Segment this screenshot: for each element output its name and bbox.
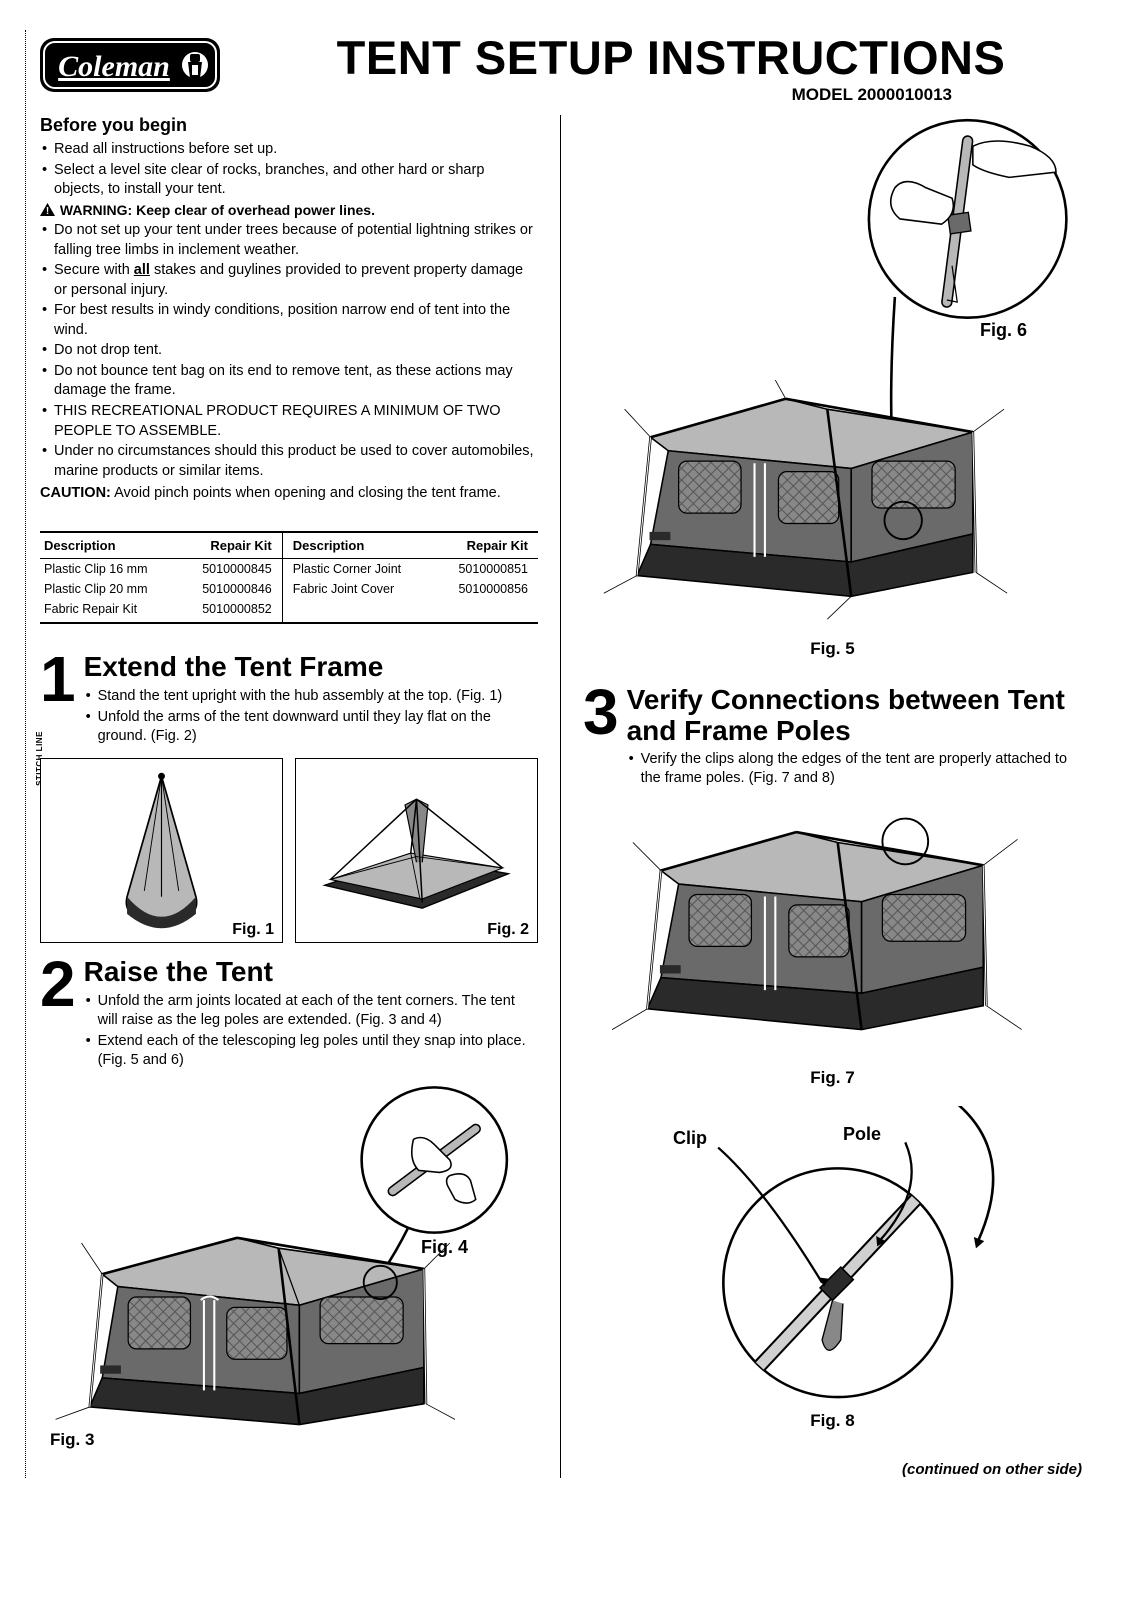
caution-text: Avoid pinch points when opening and clos… <box>111 485 501 501</box>
intro-item: Read all instructions before set up. <box>40 140 538 160</box>
figure-7: Fig. 7 <box>583 804 1082 1088</box>
before-heading: Before you begin <box>40 115 538 136</box>
td: Plastic Clip 20 mm <box>40 579 178 599</box>
step-item: Extend each of the telescoping leg poles… <box>84 1032 538 1070</box>
pole-label: Pole <box>843 1124 881 1145</box>
step-number: 2 <box>40 957 76 1011</box>
th: Repair Kit <box>434 532 538 559</box>
td <box>434 599 538 623</box>
stitch-line <box>25 30 26 1478</box>
intro-item: Secure with all stakes and guylines prov… <box>40 261 538 300</box>
svg-text:!: ! <box>46 206 49 216</box>
step-item: Stand the tent upright with the hub asse… <box>84 687 538 706</box>
td: 5010000845 <box>178 559 282 580</box>
step-list: Verify the clips along the edges of the … <box>627 750 1082 788</box>
page-title: TENT SETUP INSTRUCTIONS <box>260 30 1082 85</box>
header: Coleman TENT SETUP INSTRUCTIONS MODEL 20… <box>40 30 1082 105</box>
columns: Before you begin Read all instructions b… <box>40 115 1082 1478</box>
warning-text: WARNING: Keep clear of overhead power li… <box>60 202 375 218</box>
step-1: 1 Extend the Tent Frame Stand the tent u… <box>40 652 538 747</box>
intro-item: THIS RECREATIONAL PRODUCT REQUIRES A MIN… <box>40 402 538 441</box>
caution-line: CAUTION: Avoid pinch points when opening… <box>40 485 538 501</box>
step-item: Unfold the arms of the tent downward unt… <box>84 708 538 746</box>
intro-item: For best results in windy conditions, po… <box>40 301 538 340</box>
intro-list-2: Do not set up your tent under trees beca… <box>40 221 538 481</box>
td <box>282 599 434 623</box>
step-title: Extend the Tent Frame <box>84 652 538 683</box>
intro-item: Under no circumstances should this produ… <box>40 442 538 481</box>
step-3: 3 Verify Connections between Tent and Fr… <box>583 685 1082 790</box>
td: 5010000852 <box>178 599 282 623</box>
intro-item: Do not bounce tent bag on its end to rem… <box>40 362 538 401</box>
model-number: MODEL 2000010013 <box>260 85 1082 105</box>
right-column: Fig. 6 Fig. 5 3 Verify Connections betwe… <box>561 115 1082 1478</box>
warning-line: ! WARNING: Keep clear of overhead power … <box>40 202 538 219</box>
intro-item: Do not set up your tent under trees beca… <box>40 221 538 260</box>
td: Fabric Joint Cover <box>282 579 434 599</box>
td: Plastic Corner Joint <box>282 559 434 580</box>
warning-icon: ! <box>40 203 56 219</box>
td: 5010000851 <box>434 559 538 580</box>
figure-1: Fig. 1 <box>40 758 283 944</box>
intro-item: Do not drop tent. <box>40 341 538 361</box>
caution-label: CAUTION: <box>40 485 111 501</box>
step-list: Stand the tent upright with the hub asse… <box>84 687 538 746</box>
step-item: Unfold the arm joints located at each of… <box>84 992 538 1030</box>
repair-kit-table: Description Repair Kit Description Repai… <box>40 531 538 624</box>
th: Repair Kit <box>178 532 282 559</box>
title-block: TENT SETUP INSTRUCTIONS MODEL 2000010013 <box>260 30 1082 105</box>
td: 5010000856 <box>434 579 538 599</box>
figure-5-6: Fig. 6 Fig. 5 <box>583 115 1082 659</box>
fig-caption: Fig. 7 <box>583 1068 1082 1088</box>
fig-caption: Fig. 3 <box>50 1430 94 1450</box>
fig-caption: Fig. 4 <box>421 1237 468 1258</box>
continued-note: (continued on other side) <box>583 1461 1082 1478</box>
step-list: Unfold the arm joints located at each of… <box>84 992 538 1069</box>
clip-label: Clip <box>673 1128 707 1149</box>
svg-text:Coleman: Coleman <box>58 50 170 83</box>
intro-list-1: Read all instructions before set up. Sel… <box>40 140 538 200</box>
step-title: Raise the Tent <box>84 957 538 988</box>
th: Description <box>282 532 434 559</box>
figure-8: Clip Pole Fig. 8 <box>583 1106 1082 1431</box>
th: Description <box>40 532 178 559</box>
intro-item: Select a level site clear of rocks, bran… <box>40 161 538 200</box>
step-2: 2 Raise the Tent Unfold the arm joints l… <box>40 957 538 1071</box>
td: 5010000846 <box>178 579 282 599</box>
fig-row-1-2: Fig. 1 Fig. 2 <box>40 758 538 944</box>
step-number: 1 <box>40 652 76 706</box>
step-number: 3 <box>583 685 619 739</box>
td: Plastic Clip 16 mm <box>40 559 178 580</box>
fig-caption: Fig. 6 <box>980 320 1027 341</box>
fig-caption: Fig. 5 <box>583 639 1082 659</box>
figure-3-4: Fig. 3 Fig. 4 <box>40 1077 538 1430</box>
left-column: Before you begin Read all instructions b… <box>40 115 561 1478</box>
step-item: Verify the clips along the edges of the … <box>627 750 1082 788</box>
td: Fabric Repair Kit <box>40 599 178 623</box>
brand-logo: Coleman <box>40 38 220 97</box>
fig-caption: Fig. 1 <box>232 921 274 939</box>
fig-caption: Fig. 2 <box>487 921 529 939</box>
fig-caption: Fig. 8 <box>583 1411 1082 1431</box>
step-title: Verify Connections between Tent and Fram… <box>627 685 1082 747</box>
figure-2: Fig. 2 <box>295 758 538 944</box>
